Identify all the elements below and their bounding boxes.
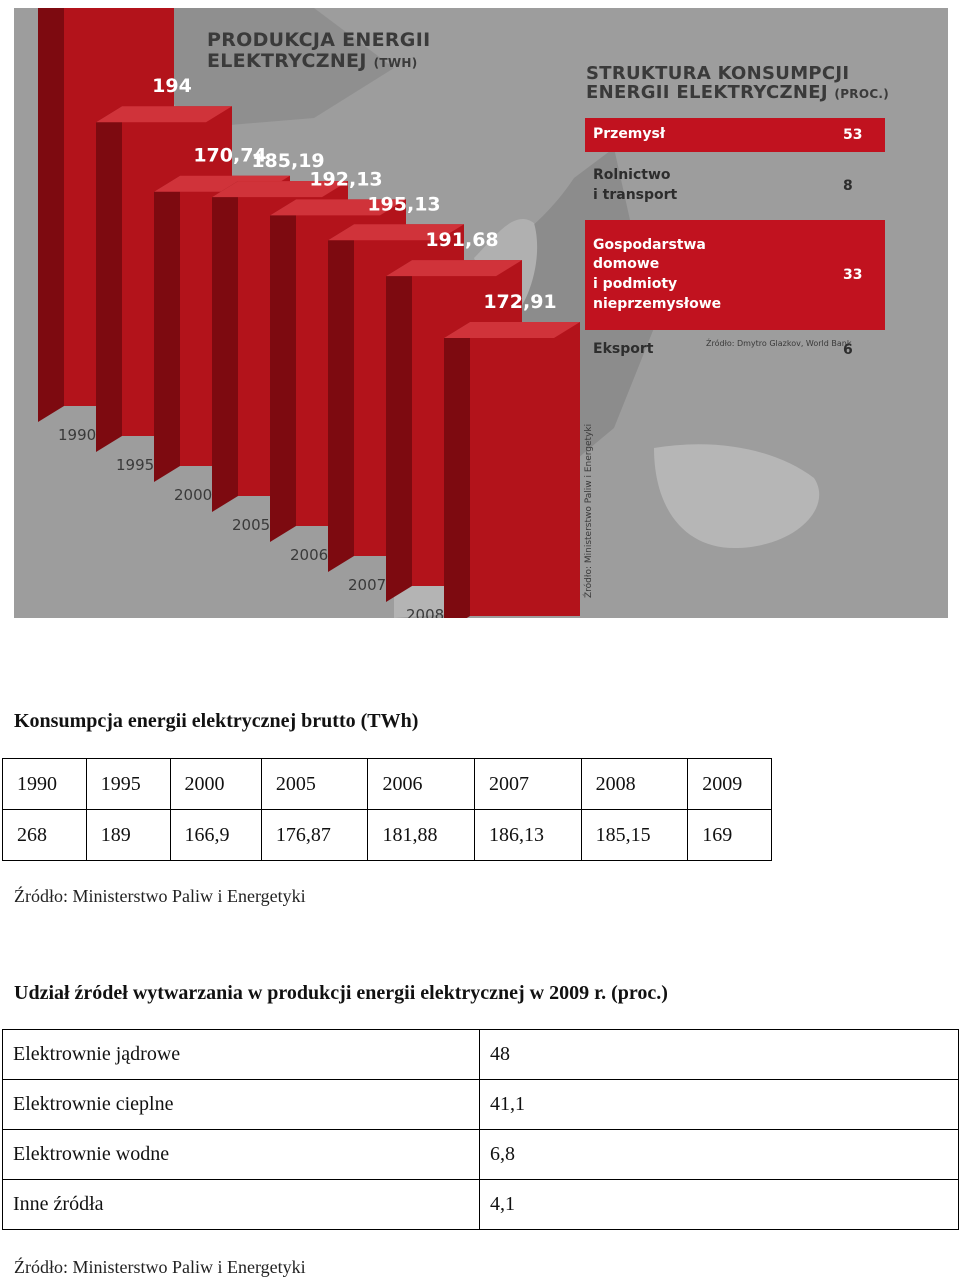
bar-top xyxy=(386,260,522,277)
bar-side xyxy=(96,106,122,452)
bar-top xyxy=(270,199,406,216)
consumption-row: Rolnictwo i transport 8 xyxy=(585,158,885,214)
production-title-line2: ELEKTRYCZNEJ xyxy=(207,49,367,72)
bar-front xyxy=(470,322,580,616)
consumption-label: Eksport xyxy=(593,341,654,358)
table2-source: Źródło: Ministerstwo Paliw i Energetyki xyxy=(14,1257,306,1277)
consumption-value: 33 xyxy=(843,267,863,283)
bar-year-label: 2005 xyxy=(232,516,270,534)
bar-value-label: 170,74 xyxy=(193,145,266,167)
bar-value-label: 194 xyxy=(152,75,192,97)
bar xyxy=(444,322,580,618)
bar-value-label: 185,19 xyxy=(251,150,324,172)
value-cell: 185,15 xyxy=(580,809,689,861)
table-row: Elektrownie cieplne 41,1 xyxy=(2,1079,959,1130)
value-cell: 166,9 xyxy=(169,809,262,861)
year-cell: 2007 xyxy=(474,758,582,810)
bar-year-label: 1995 xyxy=(116,456,154,474)
consumption-table: 1990 1995 2000 2005 2006 2007 2008 2009 268 189 1… xyxy=(2,758,772,861)
year-cell: 2008 xyxy=(580,758,689,810)
bar-year-label: 2000 xyxy=(174,486,212,504)
table1-title: Konsumpcja energii elektrycznej brutto (… xyxy=(14,710,419,732)
production-title: PRODUKCJA ENERGII ELEKTRYCZNEJ (TWH) xyxy=(207,30,430,71)
bar-value-label: 172,91 xyxy=(483,291,556,313)
consumption-value: 6 xyxy=(843,342,853,358)
table-row: 268 189 166,9 176,87 181,88 186,13 185,15 169 xyxy=(2,809,772,861)
consumption-title-line2: ENERGII ELEKTRYCZNEJ xyxy=(586,82,828,104)
year-cell: 2009 xyxy=(687,758,772,810)
year-cell: 1995 xyxy=(85,758,171,810)
consumption-row: Eksport 6 xyxy=(585,336,885,364)
bar-year-label: 2008 xyxy=(406,606,444,618)
source-label-cell: Elektrownie jądrowe xyxy=(2,1029,480,1080)
consumption-label: Rolnictwo i transport xyxy=(593,167,678,203)
consumption-row: Gospodarstwa domowe i podmioty nieprzemy… xyxy=(585,220,885,330)
bar-year-label: 1990 xyxy=(58,426,96,444)
bar-side xyxy=(328,224,354,573)
source-label-cell: Inne źródła xyxy=(2,1179,480,1230)
value-cell: 268 xyxy=(2,809,87,861)
bar-side xyxy=(386,260,412,602)
consumption-label: Przemysł xyxy=(593,126,666,143)
consumption-title-line1: STRUKTURA KONSUMPCJI xyxy=(586,63,850,84)
value-cell: 186,13 xyxy=(474,809,582,861)
bar-top xyxy=(212,181,348,198)
bar-year-label: 2006 xyxy=(290,546,328,564)
bar-top xyxy=(96,106,232,123)
value-cell: 169 xyxy=(687,809,772,861)
consumption-title: STRUKTURA KONSUMPCJI ENERGII ELEKTRYCZNE… xyxy=(586,64,889,103)
bar-year-label: 2007 xyxy=(348,576,386,594)
bar-value-label: 192,13 xyxy=(309,168,382,190)
consumption-row: Przemysł 53 xyxy=(585,118,885,152)
table-row: Inne źródła 4,1 xyxy=(2,1179,959,1230)
bar-top xyxy=(444,322,580,339)
production-title-line1: PRODUKCJA ENERGII xyxy=(207,29,431,51)
table-row: Elektrownie jądrowe 48 xyxy=(2,1029,959,1080)
consumption-value: 53 xyxy=(843,127,863,143)
infographic: 29619901941995170,742000185,192005192,13… xyxy=(14,8,948,618)
year-cell: 2005 xyxy=(260,758,369,810)
table2-title: Udział źródeł wytwarzania w produkcji en… xyxy=(14,982,668,1004)
value-cell: 181,88 xyxy=(367,809,476,861)
consumption-value: 8 xyxy=(843,178,853,194)
bar-side xyxy=(270,199,296,542)
source-label-cell: Elektrownie wodne xyxy=(2,1129,480,1180)
year-cell: 2006 xyxy=(367,758,476,810)
year-cell: 1990 xyxy=(2,758,87,810)
bar-side xyxy=(212,181,238,512)
source-value-cell: 48 xyxy=(479,1029,959,1080)
bar-top xyxy=(328,224,464,241)
year-cell: 2000 xyxy=(169,758,262,810)
source-value-cell: 41,1 xyxy=(479,1079,959,1130)
bar-side xyxy=(444,322,470,618)
consumption-label: Gospodarstwa domowe i podmioty nieprzemy… xyxy=(593,236,722,312)
bar-side xyxy=(154,175,180,482)
consumption-structure-table: Przemysł 53 Rolnictwo i transport 8 Gospodar… xyxy=(585,118,885,370)
bar-value-label: 195,13 xyxy=(367,193,440,215)
production-bar-chart: 29619901941995170,742000185,192005192,13… xyxy=(38,8,580,618)
source-value-cell: 4,1 xyxy=(479,1179,959,1230)
table-row: Elektrownie wodne 6,8 xyxy=(2,1129,959,1180)
value-cell: 189 xyxy=(85,809,171,861)
bar-value-label: 191,68 xyxy=(425,229,498,251)
table1-source: Źródło: Ministerstwo Paliw i Energetyki xyxy=(14,886,306,906)
source-label-cell: Elektrownie cieplne xyxy=(2,1079,480,1130)
value-cell: 176,87 xyxy=(260,809,369,861)
generation-share-table: Elektrownie jądrowe 48 Elektrownie cieplne… xyxy=(2,1029,959,1230)
vertical-source: Źródło: Ministerstwo Paliw i Energetyki xyxy=(584,423,594,598)
bar-side xyxy=(38,8,64,422)
consumption-source: Źródło: Dmytro Glazkov, World Bank xyxy=(706,339,852,348)
table-row: 1990 1995 2000 2005 2006 2007 2008 2009 xyxy=(2,758,772,810)
production-unit: (TWH) xyxy=(373,55,418,70)
source-value-cell: 6,8 xyxy=(479,1129,959,1180)
consumption-unit: (PROC.) xyxy=(834,87,890,102)
